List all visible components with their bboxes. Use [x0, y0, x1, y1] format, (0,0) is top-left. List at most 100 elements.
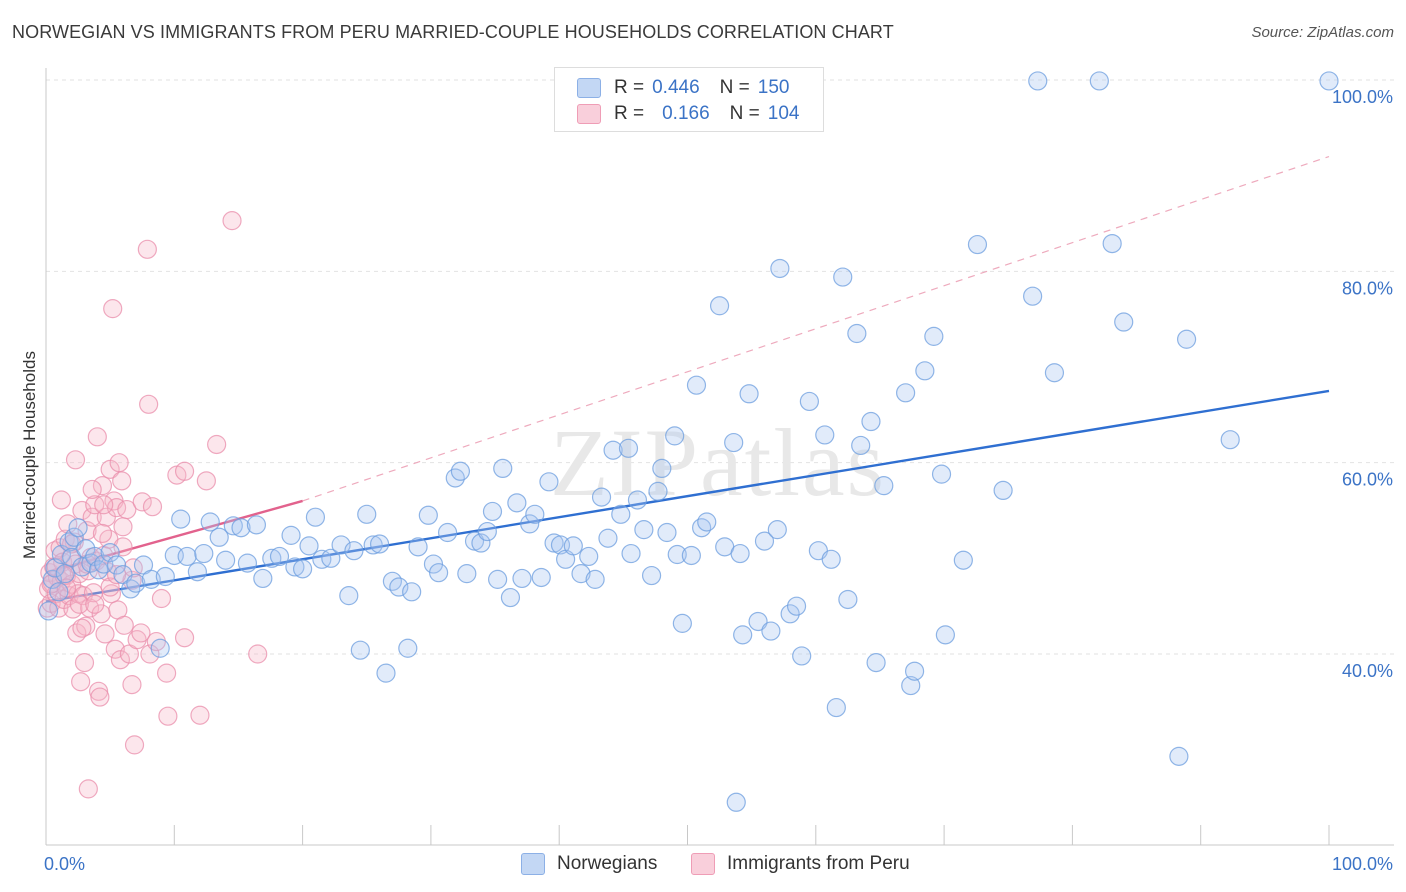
data-point-norwegians: [874, 476, 894, 496]
legend-n-value: 104: [767, 103, 800, 124]
data-point-norwegians: [770, 258, 790, 279]
legend-r-label: R =: [614, 103, 645, 124]
data-point-norwegians: [953, 550, 973, 570]
data-point-peru: [174, 461, 195, 481]
data-point-norwegians: [285, 557, 305, 577]
data-point-norwegians: [321, 548, 341, 568]
data-point-norwegians: [477, 521, 497, 542]
data-point-peru: [95, 624, 115, 644]
data-point-norwegians: [799, 391, 819, 412]
data-point-norwegians: [187, 562, 207, 582]
data-point-peru: [69, 594, 89, 614]
legend-item-norwegians[interactable]: Norwegians: [521, 853, 657, 875]
data-point-norwegians: [507, 493, 527, 513]
data-point-norwegians: [141, 569, 161, 589]
data-point-norwegians: [450, 461, 471, 481]
data-point-norwegians: [648, 481, 668, 501]
data-point-norwegians: [697, 512, 717, 532]
legend-item-peru[interactable]: Immigrants from Peru: [691, 853, 910, 875]
data-point-peru: [89, 681, 109, 701]
data-point-norwegians: [305, 507, 326, 527]
legend-swatch-norwegians: [577, 78, 601, 98]
data-point-peru: [132, 492, 152, 512]
data-point-norwegians: [209, 527, 229, 547]
data-point-peru: [139, 394, 159, 414]
legend-n-value: 150: [757, 77, 790, 98]
data-point-norwegians: [1089, 71, 1109, 91]
data-point-peru: [100, 577, 120, 597]
data-point-peru: [96, 507, 116, 527]
data-point-norwegians: [262, 548, 282, 568]
data-point-norwegians: [826, 697, 846, 718]
data-point-norwegians: [935, 625, 955, 645]
data-point-norwegians: [838, 589, 858, 610]
data-point-norwegians: [89, 560, 109, 580]
chart-title: NORWEGIAN VS IMMIGRANTS FROM PERU MARRIE…: [12, 22, 894, 42]
data-point-peru: [122, 675, 142, 695]
data-point-norwegians: [833, 267, 853, 287]
data-point-peru: [207, 434, 227, 455]
data-point-norwegians: [55, 564, 75, 584]
data-point-norwegians: [1114, 312, 1134, 332]
legend-label-norwegians: Norwegians: [557, 853, 658, 874]
data-point-norwegians: [520, 514, 540, 534]
data-point-norwegians: [634, 520, 654, 540]
data-point-norwegians: [667, 544, 687, 565]
data-point-norwegians: [993, 480, 1013, 501]
data-point-norwegians: [253, 568, 273, 589]
data-point-norwegians: [579, 546, 599, 567]
data-point-norwegians: [780, 604, 800, 624]
data-point-norwegians: [924, 326, 944, 346]
data-point-norwegians: [748, 611, 768, 632]
data-point-norwegians: [1220, 430, 1240, 450]
data-point-norwegians: [493, 458, 513, 479]
data-point-peru: [114, 615, 134, 635]
data-point-norwegians: [512, 568, 532, 589]
stats-legend: R = 0.446 N = 150 R = 0.166 N = 104: [554, 67, 824, 132]
data-point-norwegians: [847, 323, 867, 344]
data-point-norwegians: [376, 663, 396, 683]
data-point-norwegians: [344, 541, 364, 561]
trend-line-peru-extrapolated: [302, 155, 1330, 502]
data-point-peru: [157, 663, 177, 683]
data-point-norwegians: [851, 435, 871, 456]
data-point-norwegians: [299, 536, 319, 556]
tick-labels: 40.0% 60.0% 80.0% 100.0% 0.0% 100.0%: [44, 87, 1393, 874]
legend-r-value: 0.446: [652, 77, 700, 98]
data-point-norwegians: [709, 296, 730, 316]
data-point-peru: [72, 618, 92, 638]
data-point-norwegians: [539, 472, 559, 492]
x-tick-label: 0.0%: [44, 854, 85, 874]
data-point-norwegians: [931, 464, 952, 484]
data-point-norwegians: [621, 543, 641, 564]
y-tick-label: 60.0%: [1342, 470, 1393, 490]
data-point-norwegians: [293, 559, 313, 579]
data-point-peru: [105, 639, 125, 659]
data-point-peru: [92, 523, 113, 544]
data-point-norwegians: [121, 579, 141, 599]
data-point-norwegians: [1044, 363, 1065, 383]
data-point-norwegians: [38, 601, 59, 621]
y-tick-label: 80.0%: [1342, 278, 1393, 298]
data-point-peru: [94, 495, 114, 515]
data-point-norwegians: [733, 625, 753, 645]
data-point-norwegians: [591, 487, 612, 507]
data-point-norwegians: [531, 567, 551, 588]
data-point-norwegians: [792, 646, 812, 666]
data-point-norwegians: [418, 505, 438, 525]
legend-n-label: N =: [729, 103, 760, 124]
data-point-norwegians: [269, 546, 290, 567]
data-point-peru: [109, 453, 129, 473]
data-point-norwegians: [724, 432, 744, 453]
data-point-norwegians: [339, 586, 359, 606]
data-point-peru: [82, 507, 102, 527]
source-label: Source: ZipAtlas.com: [1251, 24, 1394, 41]
data-point-norwegians: [500, 587, 521, 608]
data-point-norwegians: [150, 638, 170, 658]
data-point-norwegians: [692, 518, 712, 538]
grid-lines: [46, 79, 1394, 655]
y-tick-label: 40.0%: [1342, 661, 1393, 681]
data-point-norwegians: [350, 640, 370, 660]
data-point-norwegians: [611, 504, 631, 524]
data-point-norwegians: [106, 555, 127, 575]
